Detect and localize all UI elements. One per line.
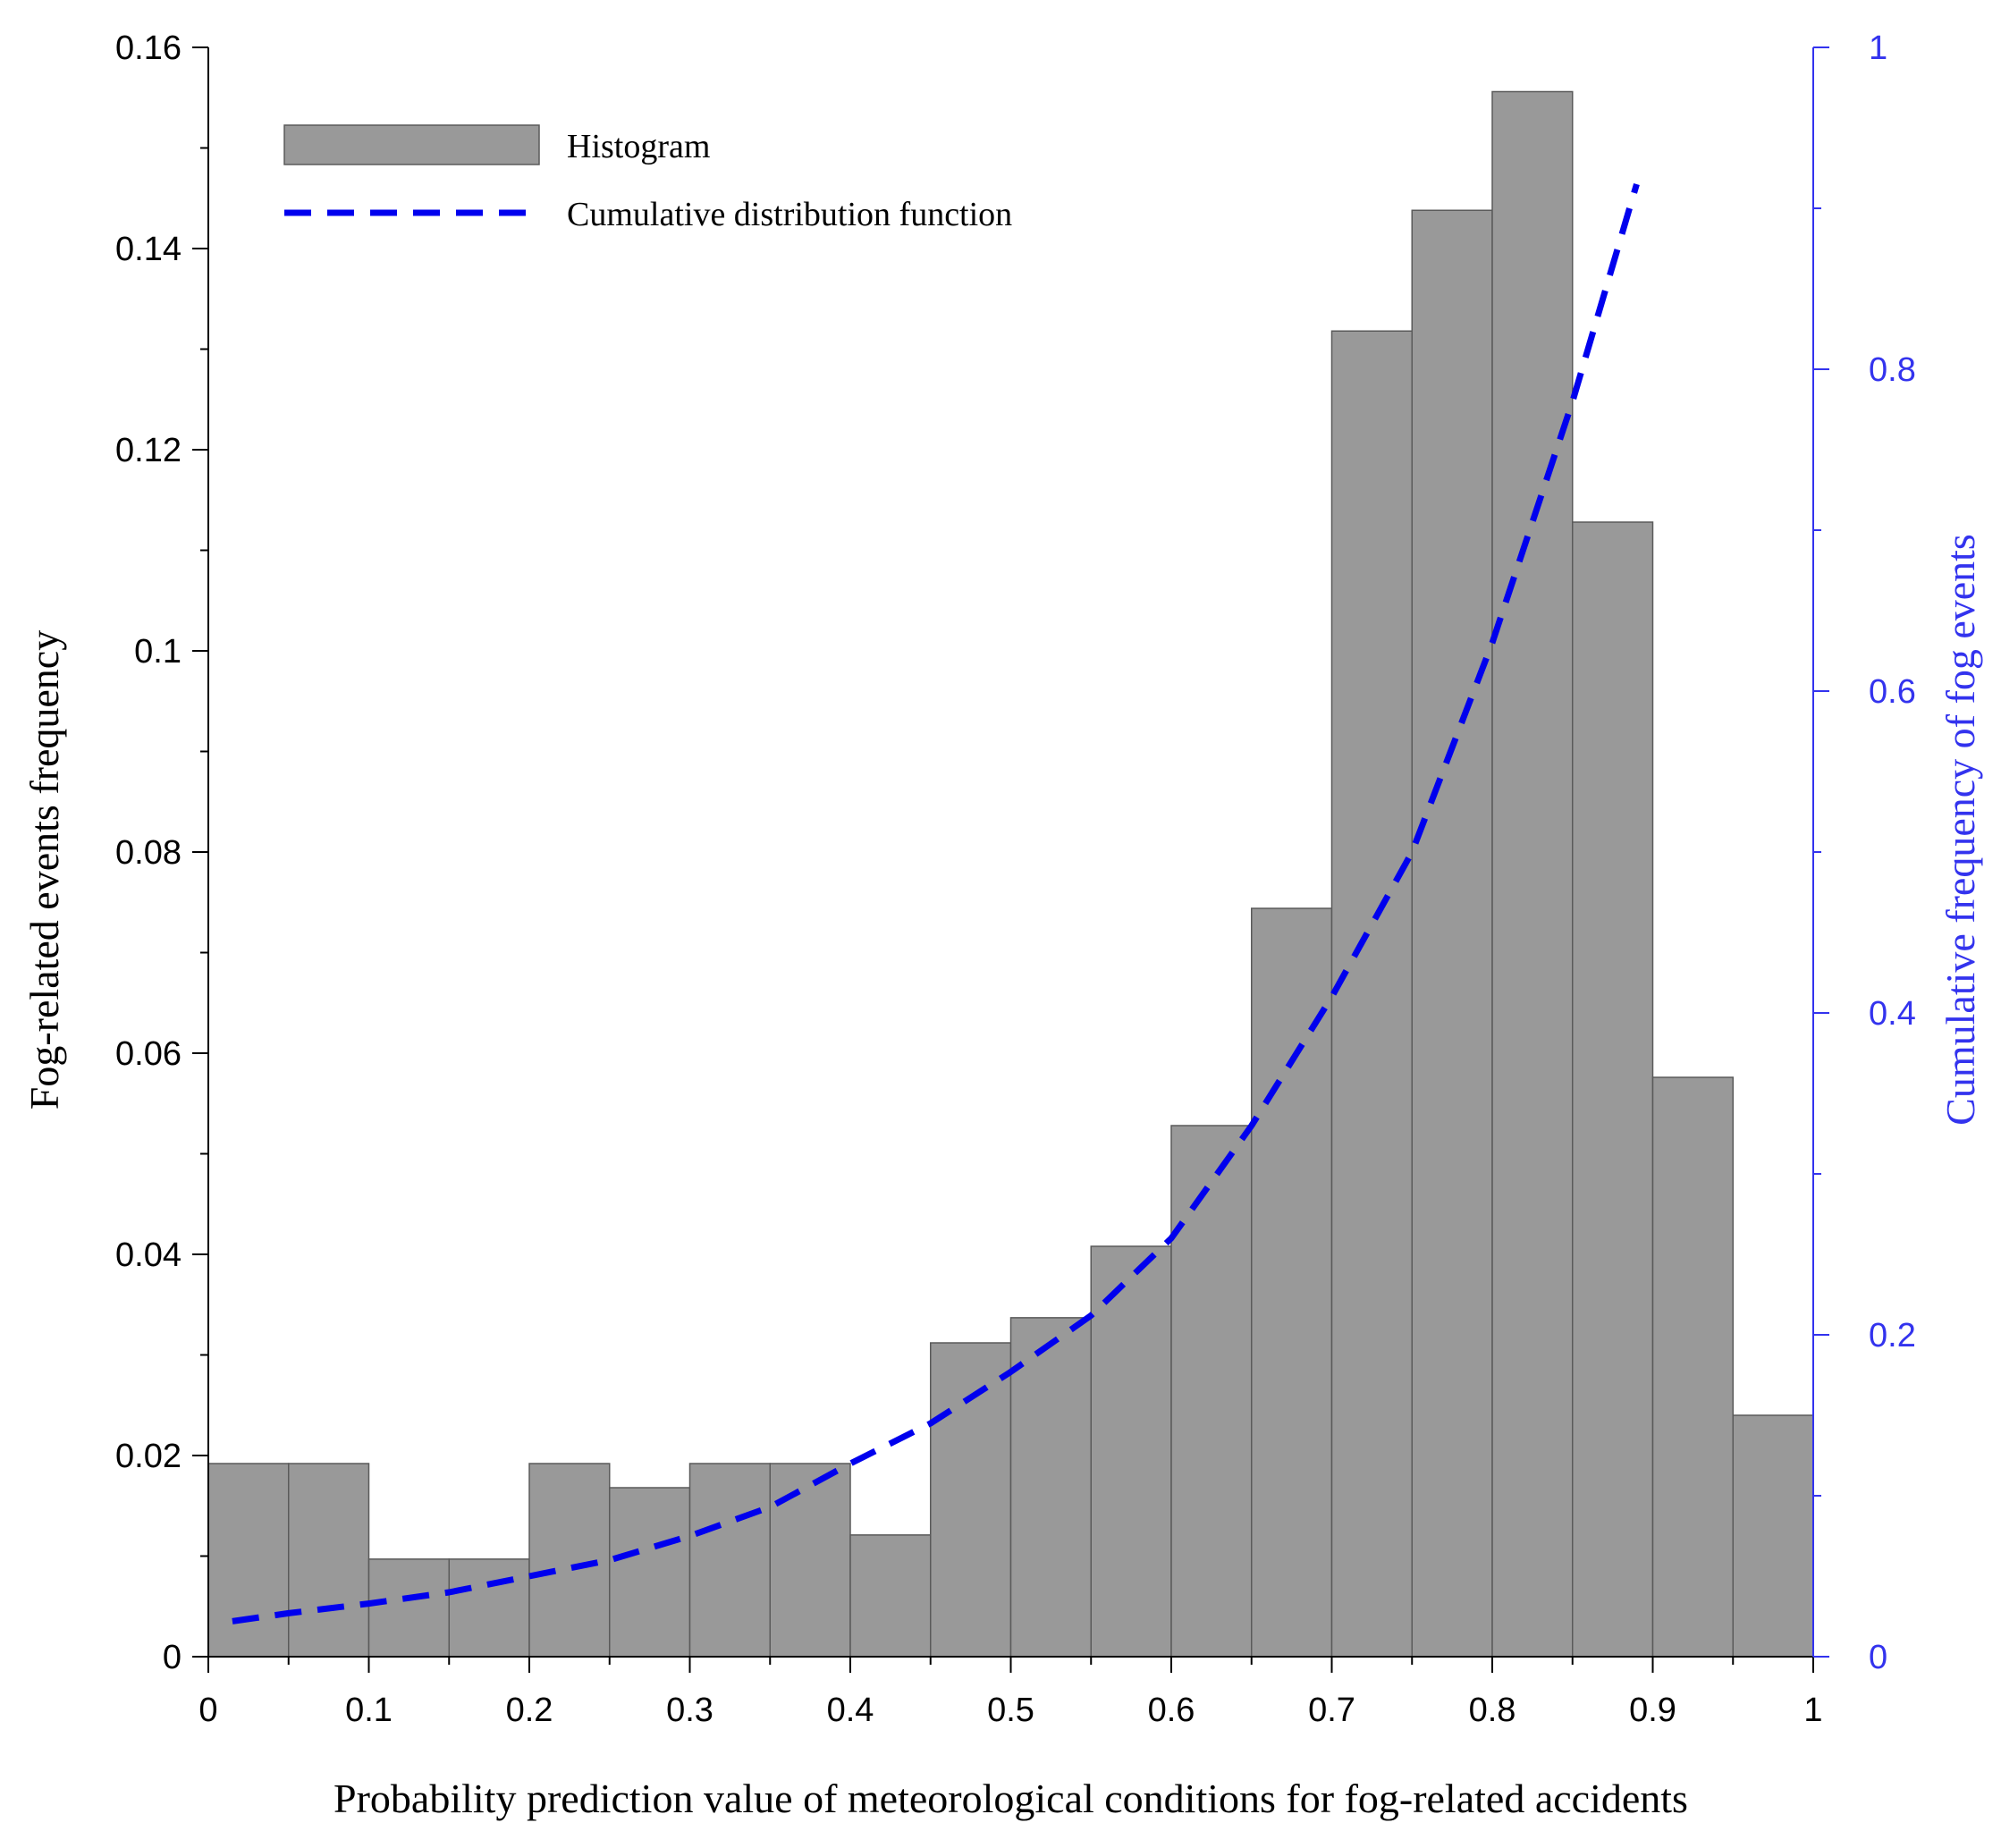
y2-axis-title: Cumulative frequency of fog events xyxy=(1938,534,1983,1126)
histogram-bar xyxy=(1330,330,1413,1658)
y2-tick-label: 1 xyxy=(1869,30,1887,67)
y2-tick-label: 0 xyxy=(1869,1639,1887,1676)
legend-histogram-label: Histogram xyxy=(567,128,710,165)
cdf-line-group xyxy=(232,183,1640,1624)
x-tick-label: 0.6 xyxy=(1148,1692,1195,1729)
y-tick-label: 0.08 xyxy=(115,834,182,872)
y-tick-label: 0.16 xyxy=(115,30,182,67)
y-tick-label: 0.12 xyxy=(115,432,182,469)
x-tick-label: 0.9 xyxy=(1629,1692,1676,1729)
legend: Histogram Cumulative distribution functi… xyxy=(283,124,1012,233)
histogram-bar xyxy=(1651,1076,1734,1658)
x-tick-label: 0.5 xyxy=(987,1692,1034,1729)
y-tick-label: 0.06 xyxy=(115,1035,182,1073)
histogram-bar xyxy=(1411,209,1493,1658)
histogram-bar xyxy=(1491,90,1574,1658)
y2-tick-label: 0.6 xyxy=(1869,673,1916,711)
x-tick-label: 0.1 xyxy=(345,1692,393,1729)
y2-tick-label: 0.2 xyxy=(1869,1317,1916,1354)
histogram-bar xyxy=(367,1558,450,1658)
histogram-bar xyxy=(1251,907,1333,1658)
histogram-bar xyxy=(688,1463,771,1658)
y-tick-label: 0.04 xyxy=(115,1236,182,1274)
y-tick-label: 0.14 xyxy=(115,231,182,268)
x-tick-label: 0.3 xyxy=(666,1692,713,1729)
x-tick-label: 0.4 xyxy=(827,1692,874,1729)
x-tick-label: 0 xyxy=(198,1692,217,1729)
x-tick-label: 0.2 xyxy=(506,1692,553,1729)
histogram-bar xyxy=(609,1487,691,1658)
histogram-bars xyxy=(207,90,1814,1658)
x-tick-label: 0.8 xyxy=(1469,1692,1516,1729)
y-tick-label: 0.02 xyxy=(115,1438,182,1475)
histogram-bar xyxy=(1170,1125,1253,1658)
histogram-bar xyxy=(528,1463,611,1658)
legend-histogram-swatch xyxy=(283,124,540,165)
x-tick-label: 0.7 xyxy=(1308,1692,1355,1729)
x-tick-label: 1 xyxy=(1803,1692,1822,1729)
histogram-bar xyxy=(1090,1245,1172,1658)
y2-tick-label: 0.4 xyxy=(1869,995,1916,1033)
histogram-bar xyxy=(1009,1317,1092,1658)
cdf-line xyxy=(232,183,1640,1624)
histogram-bar xyxy=(448,1558,530,1658)
legend-cdf-label: Cumulative distribution function xyxy=(567,196,1012,233)
y2-tick-label: 0.8 xyxy=(1869,351,1916,389)
histogram-bar xyxy=(930,1342,1012,1658)
histogram-bar xyxy=(1572,521,1654,1658)
y-tick-label: 0 xyxy=(163,1639,182,1676)
histogram-bar xyxy=(849,1534,932,1658)
histogram-bar xyxy=(207,1463,290,1658)
y-tick-label: 0.1 xyxy=(134,633,182,671)
histogram-bar xyxy=(769,1463,851,1658)
histogram-bar xyxy=(1732,1414,1814,1658)
axes: 0 0.02 0.04 0.06 0.08 0.1 0.12 0.14 0.16 0 0.1 0.2 0… xyxy=(115,30,1916,1729)
y-axis-title: Fog-related events frequency xyxy=(21,630,67,1110)
x-axis-title: Probability prediction value of meteorol… xyxy=(334,1776,1688,1821)
histogram-bar xyxy=(288,1463,370,1658)
